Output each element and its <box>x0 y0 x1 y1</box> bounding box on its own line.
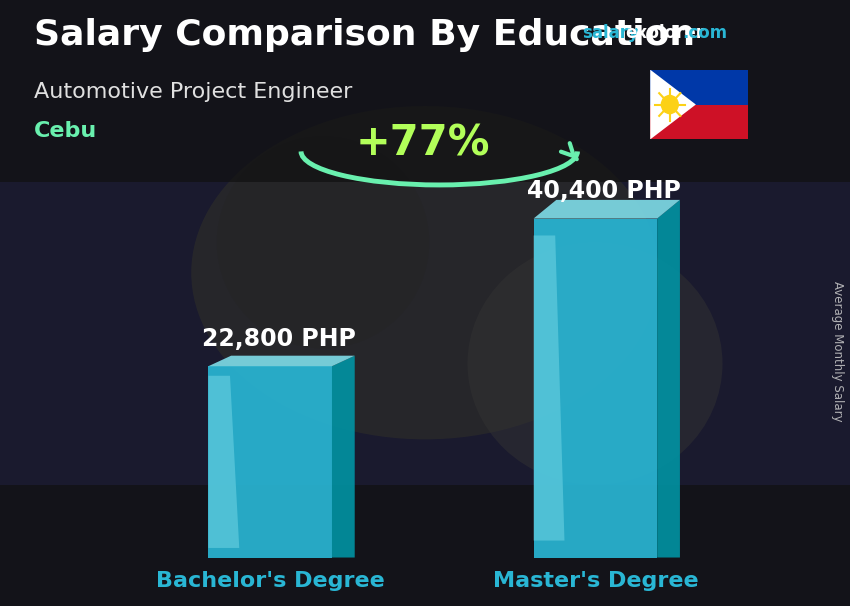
Ellipse shape <box>217 136 429 348</box>
Polygon shape <box>650 104 748 139</box>
Polygon shape <box>534 236 564 541</box>
Ellipse shape <box>191 106 659 439</box>
Bar <box>0 0 850 182</box>
Text: Cebu: Cebu <box>34 121 97 141</box>
Polygon shape <box>332 356 354 558</box>
Polygon shape <box>650 70 748 104</box>
Polygon shape <box>208 356 354 366</box>
Polygon shape <box>534 219 657 558</box>
Polygon shape <box>208 366 332 558</box>
Text: Automotive Project Engineer: Automotive Project Engineer <box>34 82 353 102</box>
Text: +77%: +77% <box>356 122 490 164</box>
Ellipse shape <box>468 242 722 485</box>
Polygon shape <box>208 376 239 548</box>
Polygon shape <box>650 70 748 139</box>
Text: .com: .com <box>683 24 728 42</box>
Text: Salary Comparison By Education: Salary Comparison By Education <box>34 18 695 52</box>
Polygon shape <box>657 200 680 558</box>
Text: 22,800 PHP: 22,800 PHP <box>201 327 356 351</box>
Polygon shape <box>650 70 696 139</box>
Text: 40,400 PHP: 40,400 PHP <box>527 179 681 204</box>
Text: Average Monthly Salary: Average Monthly Salary <box>830 281 844 422</box>
Bar <box>0 485 850 606</box>
Circle shape <box>660 95 679 115</box>
Polygon shape <box>534 200 680 219</box>
Text: explorer: explorer <box>625 24 704 42</box>
Text: salary: salary <box>582 24 639 42</box>
